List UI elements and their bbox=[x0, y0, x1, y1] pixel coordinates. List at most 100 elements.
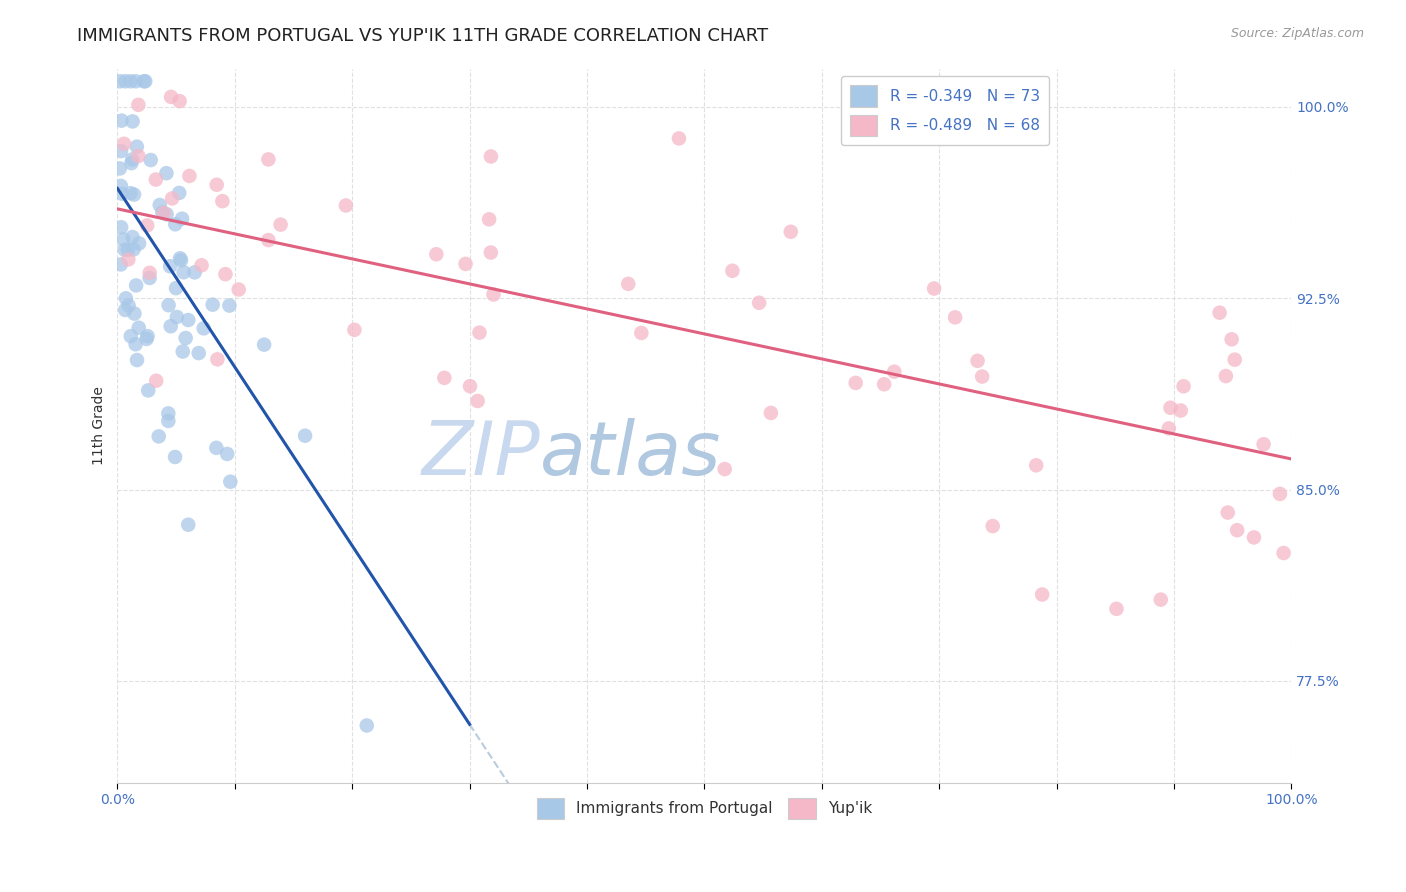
Point bbox=[132, 74, 155, 88]
Point bbox=[173, 265, 195, 279]
Point bbox=[124, 307, 146, 321]
Point bbox=[139, 153, 162, 167]
Point bbox=[1208, 306, 1230, 320]
Point bbox=[112, 136, 135, 151]
Point bbox=[117, 243, 139, 257]
Point bbox=[1159, 401, 1181, 415]
Point bbox=[759, 406, 782, 420]
Point bbox=[214, 267, 236, 281]
Point bbox=[294, 428, 316, 442]
Point bbox=[110, 113, 132, 128]
Point bbox=[190, 258, 212, 272]
Text: IMMIGRANTS FROM PORTUGAL VS YUP'IK 11TH GRADE CORRELATION CHART: IMMIGRANTS FROM PORTUGAL VS YUP'IK 11TH … bbox=[77, 27, 769, 45]
Point bbox=[257, 153, 280, 167]
Point bbox=[165, 281, 187, 295]
Point bbox=[160, 191, 183, 205]
Point bbox=[169, 252, 191, 266]
Point bbox=[153, 206, 176, 220]
Point bbox=[207, 352, 229, 367]
Text: atlas: atlas bbox=[540, 418, 721, 491]
Point bbox=[138, 266, 160, 280]
Point bbox=[125, 278, 148, 293]
Point bbox=[155, 166, 177, 180]
Point bbox=[228, 283, 250, 297]
Point bbox=[111, 186, 134, 201]
Point bbox=[110, 220, 132, 235]
Point bbox=[166, 310, 188, 324]
Point bbox=[170, 211, 193, 226]
Point bbox=[454, 257, 477, 271]
Point bbox=[1243, 530, 1265, 544]
Point bbox=[713, 462, 735, 476]
Point bbox=[160, 90, 183, 104]
Point bbox=[120, 74, 142, 88]
Point bbox=[1268, 487, 1291, 501]
Point bbox=[193, 321, 215, 335]
Point bbox=[966, 353, 988, 368]
Point bbox=[120, 156, 142, 170]
Point bbox=[117, 299, 139, 313]
Legend: Immigrants from Portugal, Yup'ik: Immigrants from Portugal, Yup'ik bbox=[530, 791, 879, 825]
Point bbox=[138, 271, 160, 285]
Point bbox=[467, 394, 489, 409]
Point bbox=[149, 198, 172, 212]
Point bbox=[1272, 546, 1295, 560]
Point bbox=[125, 74, 148, 88]
Point bbox=[425, 247, 447, 261]
Point bbox=[125, 353, 148, 368]
Point bbox=[748, 295, 770, 310]
Point bbox=[1025, 458, 1047, 473]
Point bbox=[136, 329, 159, 343]
Point bbox=[943, 310, 966, 325]
Point bbox=[159, 260, 181, 274]
Text: Source: ZipAtlas.com: Source: ZipAtlas.com bbox=[1230, 27, 1364, 40]
Point bbox=[1170, 403, 1192, 417]
Point bbox=[721, 264, 744, 278]
Point bbox=[122, 187, 145, 202]
Point bbox=[217, 447, 239, 461]
Point bbox=[972, 369, 994, 384]
Point bbox=[1220, 332, 1243, 346]
Point bbox=[167, 186, 190, 200]
Point bbox=[177, 517, 200, 532]
Point bbox=[108, 161, 131, 176]
Point bbox=[121, 114, 143, 128]
Point bbox=[170, 253, 193, 268]
Point bbox=[128, 320, 150, 334]
Point bbox=[668, 131, 690, 145]
Point bbox=[845, 376, 868, 390]
Point bbox=[257, 233, 280, 247]
Point bbox=[201, 298, 224, 312]
Point bbox=[1253, 437, 1275, 451]
Point bbox=[187, 346, 209, 360]
Point bbox=[157, 406, 180, 420]
Point bbox=[127, 149, 149, 163]
Point bbox=[343, 323, 366, 337]
Point bbox=[125, 139, 148, 153]
Point bbox=[177, 313, 200, 327]
Point bbox=[120, 186, 142, 201]
Point bbox=[174, 331, 197, 345]
Point bbox=[112, 232, 135, 246]
Point bbox=[122, 243, 145, 257]
Point bbox=[124, 337, 146, 351]
Point bbox=[115, 291, 138, 305]
Point bbox=[479, 245, 502, 260]
Point bbox=[482, 287, 505, 301]
Point bbox=[219, 475, 242, 489]
Point bbox=[253, 337, 276, 351]
Point bbox=[121, 230, 143, 244]
Point bbox=[218, 299, 240, 313]
Point bbox=[1226, 523, 1249, 537]
Point bbox=[458, 379, 481, 393]
Text: ZIP: ZIP bbox=[422, 418, 540, 491]
Point bbox=[630, 326, 652, 340]
Point bbox=[114, 74, 136, 88]
Point bbox=[433, 371, 456, 385]
Point bbox=[135, 332, 157, 346]
Y-axis label: 11th Grade: 11th Grade bbox=[93, 386, 107, 466]
Point bbox=[159, 319, 181, 334]
Point bbox=[211, 194, 233, 209]
Point bbox=[150, 205, 173, 219]
Point bbox=[179, 169, 201, 183]
